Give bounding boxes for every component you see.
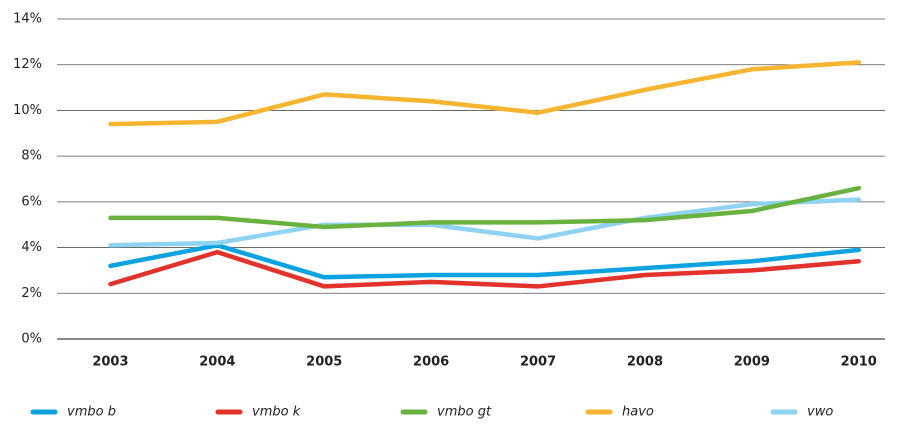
y-tick-label: 10% bbox=[13, 103, 42, 118]
x-tick-label: 2003 bbox=[92, 355, 128, 370]
y-tick-label: 0% bbox=[21, 332, 42, 347]
x-tick-label: 2007 bbox=[520, 355, 556, 370]
y-tick-label: 8% bbox=[21, 149, 42, 164]
x-tick-label: 2010 bbox=[841, 355, 877, 370]
legend-label: havo bbox=[622, 405, 654, 420]
y-tick-label: 4% bbox=[21, 240, 42, 255]
legend-label: vmbo gt bbox=[437, 405, 492, 420]
series-line bbox=[108, 243, 861, 280]
series-line bbox=[108, 185, 861, 230]
y-tick-label: 12% bbox=[13, 57, 42, 72]
x-tick-label: 2004 bbox=[199, 355, 235, 370]
legend-label: vmbo k bbox=[252, 405, 301, 420]
y-tick-label: 6% bbox=[21, 194, 42, 209]
series-line bbox=[108, 60, 861, 127]
series-line bbox=[108, 197, 861, 248]
x-tick-label: 2009 bbox=[734, 355, 770, 370]
legend-label: vmbo b bbox=[67, 405, 116, 420]
x-tick-label: 2006 bbox=[413, 355, 449, 370]
x-tick-label: 2008 bbox=[627, 355, 663, 370]
x-tick-label: 2005 bbox=[306, 355, 342, 370]
y-tick-label: 2% bbox=[21, 286, 42, 301]
y-tick-label: 14% bbox=[13, 12, 42, 27]
series-line bbox=[108, 249, 861, 289]
legend-label: vwo bbox=[807, 405, 833, 420]
